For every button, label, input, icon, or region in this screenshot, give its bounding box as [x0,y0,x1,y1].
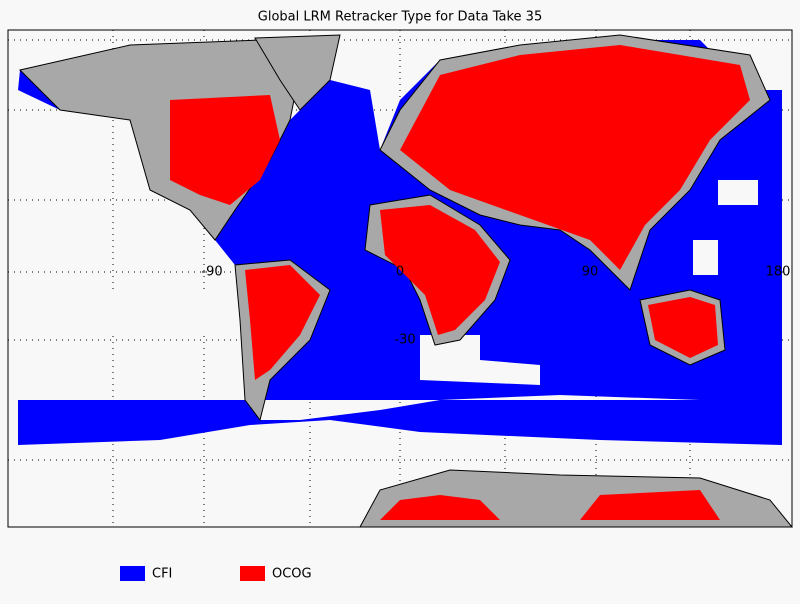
legend-label: OCOG [272,567,312,582]
red-ocog-region [400,45,750,270]
longitude-label: -90 [201,265,222,280]
red-ocog-region [648,297,718,358]
red-ocog-region [170,95,280,205]
data-gap [105,290,218,332]
map-title: Global LRM Retracker Type for Data Take … [258,10,542,25]
red-ocog-region [380,205,500,335]
legend: CFI OCOG [120,566,312,582]
legend-swatch [240,566,265,581]
legend-label: CFI [152,567,172,582]
legend-swatch [120,566,145,581]
longitude-label: 180 [766,265,791,280]
longitude-label: 90 [582,265,599,280]
red-ocog-region [245,265,320,380]
data-gap [693,240,718,275]
greenland [254,34,341,111]
data-gap [718,180,758,205]
latitude-label: -30 [394,333,415,348]
red-ocog-region [380,490,720,520]
longitude-label: 0 [396,265,404,280]
data-gap [420,335,540,385]
map: -90 0 90 180 -30 [7,29,794,528]
